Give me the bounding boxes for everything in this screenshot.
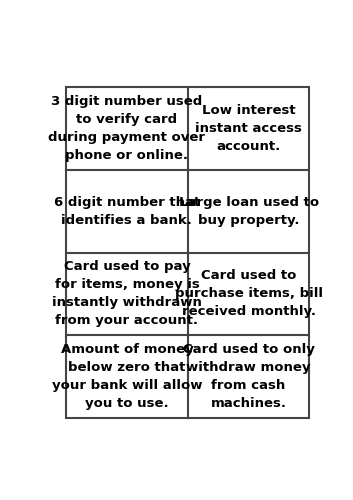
Text: Card used to pay
for items, money is
instantly withdrawn
from your account.: Card used to pay for items, money is ins… [52, 260, 202, 328]
Text: 3 digit number used
to verify card
during payment over
phone or online.: 3 digit number used to verify card durin… [48, 95, 205, 162]
Text: Low interest
instant access
account.: Low interest instant access account. [195, 104, 302, 153]
Text: 6 digit number that
identifies a bank.: 6 digit number that identifies a bank. [54, 196, 200, 226]
Text: Amount of money
below zero that
your bank will allow
you to use.: Amount of money below zero that your ban… [52, 343, 202, 410]
Text: Large loan used to
buy property.: Large loan used to buy property. [179, 196, 319, 226]
Text: Card used to
purchase items, bill
received monthly.: Card used to purchase items, bill receiv… [175, 270, 323, 318]
Text: Card used to only
withdraw money
from cash
machines.: Card used to only withdraw money from ca… [183, 343, 315, 410]
Bar [66, 87, 310, 418]
